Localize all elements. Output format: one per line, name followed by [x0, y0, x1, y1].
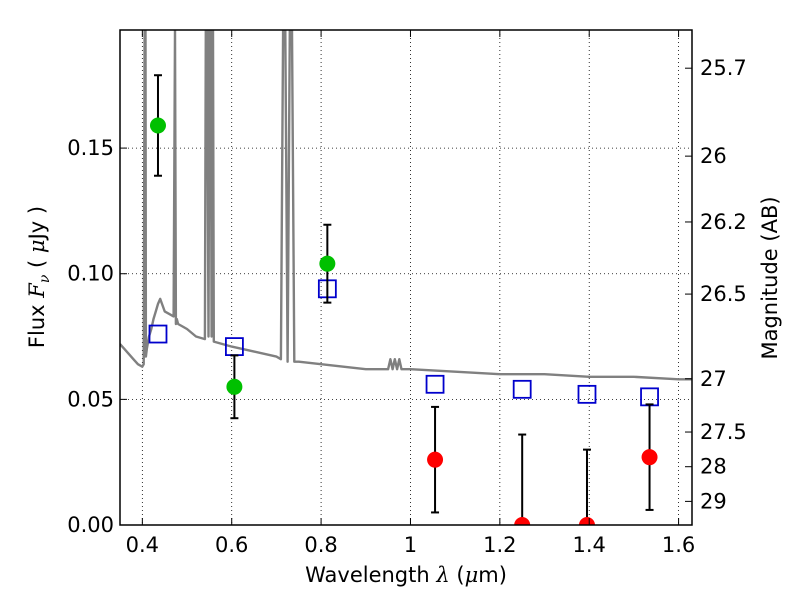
y-tick-label: 0.00 [67, 513, 114, 537]
photometry-point [319, 255, 336, 272]
photometry-point [226, 378, 243, 395]
y-tick-label: 0.15 [67, 136, 114, 160]
y-label-unit-mu: μ [25, 239, 49, 253]
y2-tick-label: 29 [700, 489, 727, 513]
y-label-prefix: Flux [25, 304, 49, 348]
y2-tick-label: 26.5 [700, 282, 747, 306]
x-tick-label: 0.4 [126, 533, 159, 557]
x-label-unit-mu: μ [465, 563, 479, 587]
spectrum-line [120, 30, 692, 381]
photometry-point [578, 517, 595, 525]
x-axis-label: Wavelength λ (μm) [305, 563, 507, 587]
y2-tick-label: 27.5 [700, 420, 747, 444]
y2-tick-label: 26.2 [700, 210, 747, 234]
y-axis-label: Flux Fν ( μJy ) [25, 206, 53, 348]
y-tick-label: 0.05 [67, 387, 114, 411]
y2-tick-label: 28 [700, 455, 727, 479]
y-label-unit-open: ( [25, 260, 49, 268]
model-square-marker [512, 379, 532, 399]
model-square-marker [425, 374, 445, 394]
y-label-symbol: F [25, 282, 49, 299]
photometry-point [641, 449, 658, 466]
y-label-subscript: ν [37, 274, 53, 283]
y2-tick-label: 25.7 [700, 56, 747, 80]
x-label-unit-rest: m) [478, 563, 507, 587]
x-label-symbol: λ [435, 563, 449, 587]
x-tick-label: 0.8 [304, 533, 337, 557]
axis-ticks: 0.4 0.6 0.8 1 1.2 1.4 1.6 0.00 0.05 0.10 0.15 25.7 2… [67, 30, 747, 557]
x-tick-label: 1.2 [483, 533, 516, 557]
photometry-point [514, 517, 531, 525]
y2-tick-label: 26 [700, 144, 727, 168]
plot-frame [119, 29, 693, 526]
x-tick-label: 1 [404, 533, 417, 557]
y-tick-label: 0.10 [67, 262, 114, 286]
x-label-prefix: Wavelength [305, 563, 430, 587]
y2-tick-label: 27 [700, 367, 727, 391]
x-label-unit-open: ( [456, 563, 464, 587]
x-tick-label: 0.6 [215, 533, 248, 557]
model-square-marker [148, 324, 168, 344]
photometry-point [427, 451, 444, 468]
photometry-point [149, 117, 166, 134]
x-tick-label: 1.4 [573, 533, 606, 557]
grid [120, 30, 692, 525]
y2-axis-label: Magnitude (AB) [758, 196, 782, 359]
y-label-unit-rest: Jy ) [25, 206, 49, 242]
plot-area [120, 30, 692, 525]
x-tick-label: 1.6 [662, 533, 695, 557]
model-square-marker [577, 384, 597, 404]
